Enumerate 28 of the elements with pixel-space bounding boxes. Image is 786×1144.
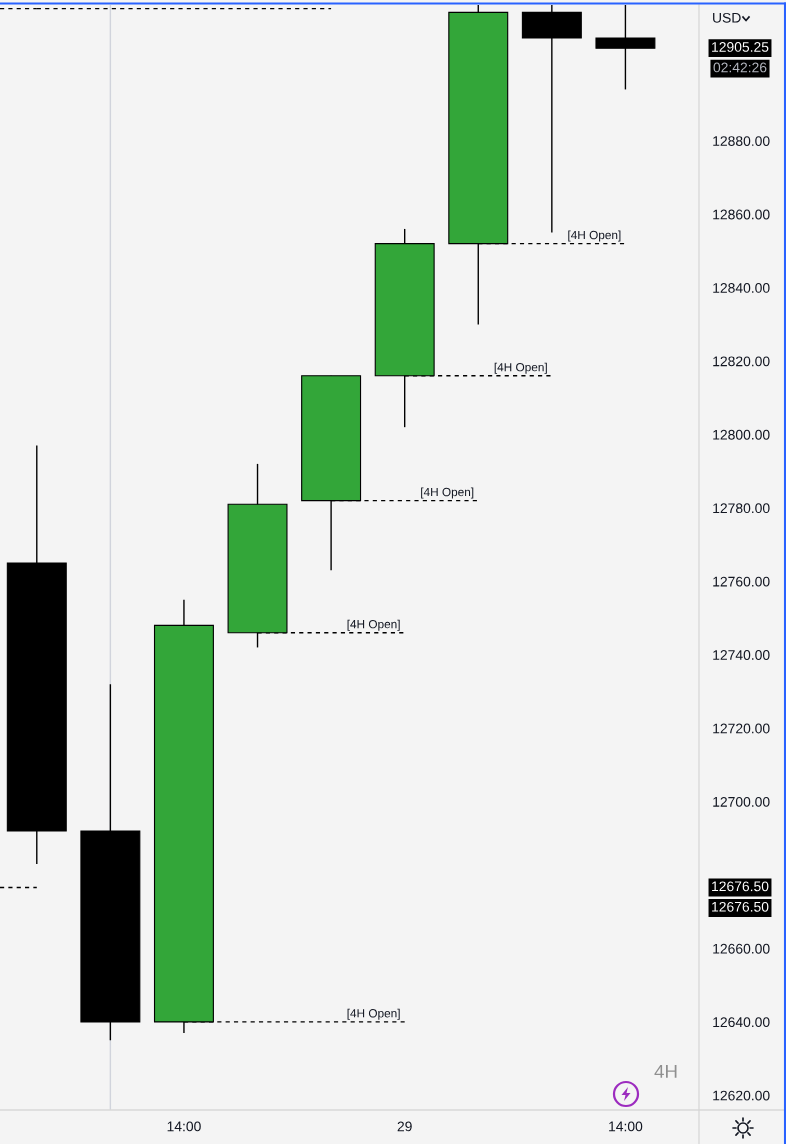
y-tick-label: 12620.00 [713,1090,770,1101]
candlestick [595,5,656,91]
text: 12905.25 [712,42,769,52]
y-tick-label: 12800.00 [713,429,770,440]
text: 12676.50 [712,881,769,892]
text: 12676.50 [712,901,769,912]
y-tick-label: 12700.00 [713,796,770,807]
series-label: [4H Open] [347,619,400,631]
x-tick-label: 14:00 [609,1121,643,1132]
series-label: [4H Open] [421,487,474,499]
y-tick-label: 12860.00 [713,209,770,220]
annotation: 4H [654,1064,677,1078]
y-tick-label: 12720.00 [713,723,770,734]
x-tick-label: 29 [397,1121,412,1132]
y-axis-title: USD [713,12,741,23]
y-tick-label: 12880.00 [713,136,770,146]
series-label: [4H Open] [494,362,547,374]
y-tick-label: 12760.00 [713,576,770,587]
y-tick-label: 12640.00 [713,1017,770,1028]
y-tick-label: 12660.00 [713,943,770,954]
y-tick-label: 12780.00 [713,503,770,514]
x-tick-label: 14:00 [167,1121,201,1132]
y-tick-label: 12840.00 [713,283,770,293]
y-tick-label: 12740.00 [713,650,770,660]
series-label: [4H Open] [568,230,621,242]
y-tick-label: 12820.00 [713,356,770,367]
text: 02:42:26 [713,62,767,73]
series-label: [4H Open] [347,1008,400,1020]
